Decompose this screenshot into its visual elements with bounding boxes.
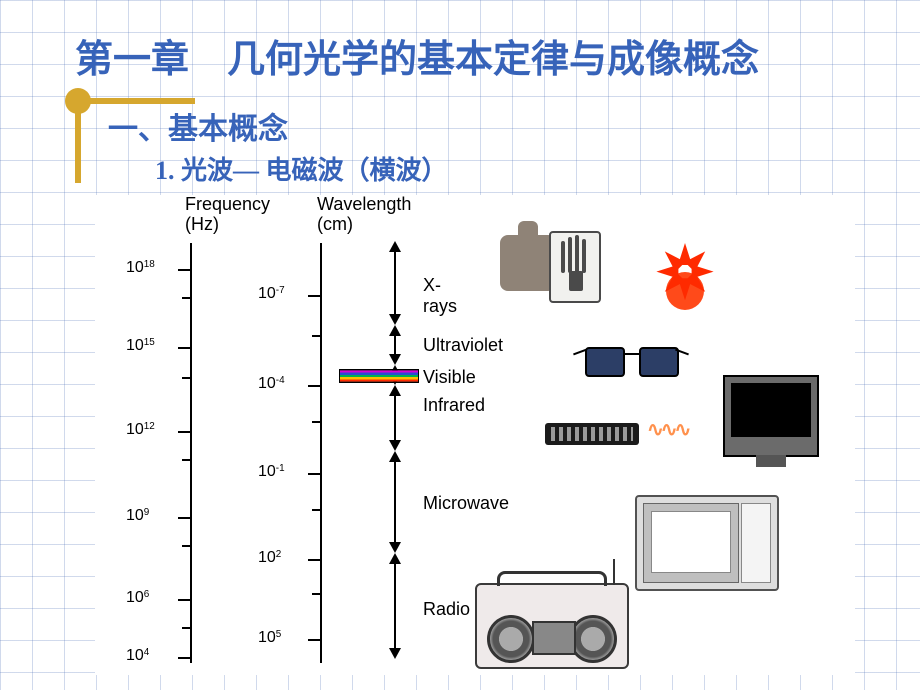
band-arrow-line: [394, 250, 396, 316]
boombox-icon: [475, 583, 629, 669]
wl-title-text: Wavelength: [317, 195, 411, 215]
freq-tick: [178, 657, 190, 659]
freq-tick-label: 1018: [126, 259, 144, 277]
em-spectrum-diagram: Frequency (Hz) Wavelength (cm) 1018 1015 1…: [95, 195, 855, 675]
ir-wave-icon: ∿∿∿: [647, 417, 688, 442]
chapter-title: 第一章 几何光学的基本定律与成像概念: [75, 28, 759, 83]
wl-tick-label: 102: [258, 549, 276, 567]
freq-tick: [178, 599, 190, 601]
freq-tick-label: 1015: [126, 337, 144, 355]
wl-axis-line: [320, 243, 322, 663]
wl-tick: [312, 509, 320, 511]
band-arrow-line: [394, 334, 396, 356]
band-label-Ultraviolet: Ultraviolet: [423, 335, 503, 356]
band-label-Radio: Radio: [423, 599, 470, 620]
wl-tick: [312, 421, 320, 423]
bracket-vertical: [75, 98, 81, 183]
band-label-X-rays: X-rays: [423, 275, 457, 317]
band-label-Visible: Visible: [423, 367, 476, 388]
freq-axis-title: Frequency (Hz): [130, 195, 240, 215]
section-heading: 一、基本概念: [108, 104, 288, 148]
wl-tick: [308, 559, 320, 561]
freq-tick-label: 104: [126, 647, 144, 665]
sunglasses-icon: [585, 347, 677, 377]
wl-tick: [308, 473, 320, 475]
wl-tick-label: 10-4: [258, 375, 276, 393]
freq-tick: [178, 269, 190, 271]
wl-tick-label: 10-1: [258, 463, 276, 481]
freq-tick: [182, 459, 190, 461]
band-arrow-line: [394, 562, 396, 650]
wl-tick: [308, 639, 320, 641]
freq-unit-text: (Hz): [185, 215, 219, 235]
hand-icon: [500, 235, 556, 291]
freq-tick-label: 109: [126, 507, 144, 525]
wl-tick: [312, 593, 320, 595]
freq-tick: [182, 297, 190, 299]
band-label-Microwave: Microwave: [423, 493, 509, 514]
slide: 第一章 几何光学的基本定律与成像概念 一、基本概念 1. 光波— 电磁波（横波）…: [0, 0, 920, 690]
band-arrow-head: [389, 440, 401, 451]
band-label-Infrared: Infrared: [423, 395, 485, 416]
band-arrow-head: [389, 314, 401, 325]
wl-axis-title: Wavelength (cm): [257, 195, 377, 215]
band-arrow-head: [389, 542, 401, 553]
microwave-icon: [635, 495, 779, 591]
wl-tick: [312, 335, 320, 337]
remote-icon: [545, 423, 639, 445]
freq-tick-label: 1012: [126, 421, 144, 439]
freq-tick: [182, 627, 190, 629]
freq-tick: [178, 347, 190, 349]
subsection-heading: 1. 光波— 电磁波（横波）: [155, 150, 448, 187]
visible-spectrum-bar: [339, 369, 419, 383]
xray-hand-bones: [561, 241, 589, 293]
freq-tick-label: 106: [126, 589, 144, 607]
band-arrow-head: [389, 648, 401, 659]
band-arrow-line: [394, 460, 396, 544]
wl-tick: [308, 385, 320, 387]
freq-tick: [182, 377, 190, 379]
monitor-icon: [723, 375, 819, 457]
freq-tick: [182, 545, 190, 547]
freq-tick: [178, 517, 190, 519]
wl-unit-text: (cm): [317, 215, 353, 235]
wl-tick: [308, 295, 320, 297]
band-arrow-line: [394, 394, 396, 442]
freq-axis-line: [190, 243, 192, 663]
band-arrow-head: [389, 354, 401, 365]
wl-tick-label: 10-7: [258, 285, 276, 303]
freq-tick: [178, 431, 190, 433]
wl-tick-label: 105: [258, 629, 276, 647]
sun-icon: [655, 261, 715, 321]
xray-plate-icon: [549, 231, 601, 303]
